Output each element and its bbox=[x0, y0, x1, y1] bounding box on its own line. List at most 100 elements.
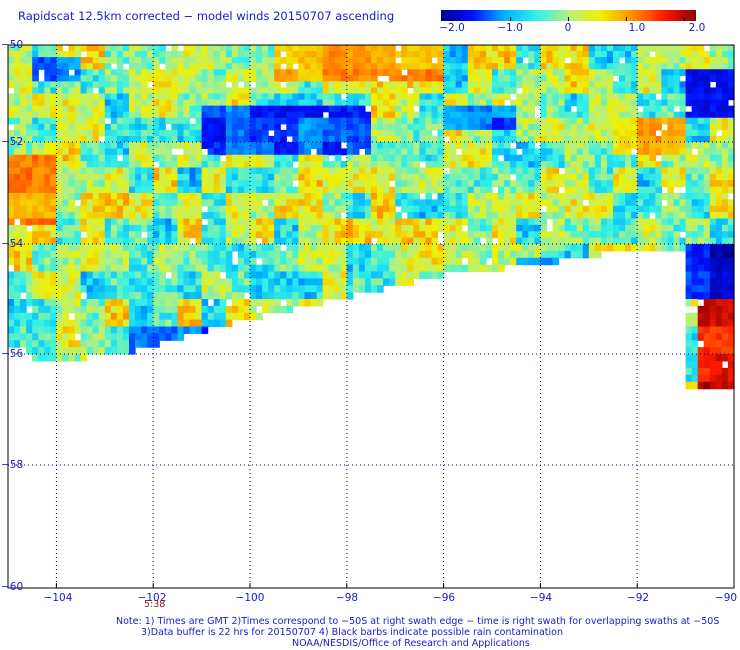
data-cell bbox=[98, 257, 106, 266]
data-cell bbox=[516, 45, 523, 52]
data-cell bbox=[619, 244, 626, 252]
data-cell bbox=[8, 333, 15, 341]
data-cell bbox=[219, 299, 227, 307]
data-cell bbox=[292, 250, 299, 259]
data-cell bbox=[703, 367, 711, 376]
data-cell bbox=[443, 218, 451, 226]
data-cell bbox=[250, 312, 257, 321]
lat-label: −50 bbox=[1, 39, 24, 51]
data-cell bbox=[619, 111, 626, 119]
data-cell bbox=[14, 333, 21, 341]
data-cell bbox=[8, 257, 15, 266]
data-cell bbox=[407, 51, 414, 58]
data-cell bbox=[570, 135, 578, 143]
data-cell bbox=[44, 99, 51, 107]
data-cell bbox=[431, 99, 439, 107]
data-cell bbox=[492, 93, 499, 101]
data-cell bbox=[606, 63, 614, 70]
data-cell bbox=[237, 75, 245, 82]
data-cell bbox=[86, 135, 94, 143]
data-cell bbox=[340, 81, 348, 89]
data-cell bbox=[534, 154, 541, 162]
data-cell bbox=[594, 212, 602, 220]
data-cell bbox=[576, 111, 584, 119]
data-cell bbox=[50, 285, 57, 293]
data-cell bbox=[110, 57, 118, 64]
data-cell bbox=[225, 319, 233, 328]
data-cell bbox=[177, 180, 185, 188]
data-cell bbox=[395, 173, 402, 181]
data-cell bbox=[721, 237, 729, 245]
data-cell bbox=[116, 81, 124, 89]
data-cell bbox=[467, 186, 475, 194]
data-cell bbox=[129, 173, 136, 181]
data-cell bbox=[685, 45, 693, 52]
data-cell bbox=[304, 87, 312, 95]
data-cell bbox=[588, 93, 596, 101]
data-cell bbox=[316, 278, 324, 286]
data-cell bbox=[407, 173, 414, 181]
data-cell bbox=[135, 250, 142, 259]
data-cell bbox=[44, 154, 51, 162]
data-cell bbox=[304, 264, 312, 273]
data-cell bbox=[443, 105, 451, 113]
data-cell bbox=[56, 63, 64, 70]
data-cell bbox=[316, 218, 324, 226]
data-cell bbox=[304, 51, 312, 58]
data-cell bbox=[727, 264, 735, 273]
data-cell bbox=[286, 224, 293, 232]
data-cell bbox=[298, 193, 306, 200]
data-cell bbox=[8, 57, 15, 64]
data-cell bbox=[649, 81, 656, 89]
data-cell bbox=[262, 271, 269, 279]
data-cell bbox=[576, 142, 584, 149]
data-cell bbox=[522, 173, 529, 181]
data-cell bbox=[135, 69, 142, 76]
data-cell bbox=[328, 142, 336, 149]
data-cell bbox=[449, 99, 457, 107]
data-cell bbox=[540, 237, 548, 245]
data-cell bbox=[395, 117, 402, 125]
data-cell bbox=[697, 381, 705, 390]
data-cell bbox=[74, 93, 82, 101]
data-cell bbox=[62, 117, 70, 125]
data-cell bbox=[721, 333, 729, 341]
data-cell bbox=[159, 299, 166, 307]
data-cell bbox=[141, 244, 148, 252]
data-cell bbox=[38, 218, 45, 226]
data-cell bbox=[510, 135, 517, 143]
data-cell bbox=[637, 129, 644, 137]
data-cell bbox=[328, 173, 336, 181]
data-cell bbox=[715, 193, 723, 200]
data-cell bbox=[691, 237, 699, 245]
data-cell bbox=[280, 99, 287, 107]
data-cell bbox=[213, 161, 221, 169]
data-cell bbox=[492, 99, 499, 107]
data-cell bbox=[461, 199, 469, 207]
data-cell bbox=[32, 319, 39, 328]
data-cell bbox=[62, 257, 70, 266]
data-cell bbox=[371, 180, 378, 188]
data-cell bbox=[455, 154, 463, 162]
data-cell bbox=[68, 93, 76, 101]
data-cell bbox=[171, 87, 178, 95]
data-cell bbox=[498, 212, 505, 220]
data-cell bbox=[721, 212, 729, 220]
data-cell bbox=[401, 117, 408, 125]
data-cell bbox=[649, 105, 656, 113]
data-cell bbox=[26, 212, 33, 220]
data-cell bbox=[419, 69, 427, 76]
data-cell bbox=[292, 299, 299, 307]
data-cell bbox=[419, 51, 427, 58]
data-cell bbox=[135, 326, 142, 334]
data-cell bbox=[280, 75, 287, 82]
data-cell bbox=[141, 250, 148, 259]
data-cell bbox=[619, 193, 626, 200]
data-cell bbox=[50, 354, 57, 362]
data-cell bbox=[479, 218, 487, 226]
data-cell bbox=[576, 57, 584, 64]
data-cell bbox=[171, 193, 178, 200]
data-cell bbox=[697, 205, 705, 213]
data-cell bbox=[407, 212, 414, 220]
data-cell bbox=[147, 123, 154, 131]
